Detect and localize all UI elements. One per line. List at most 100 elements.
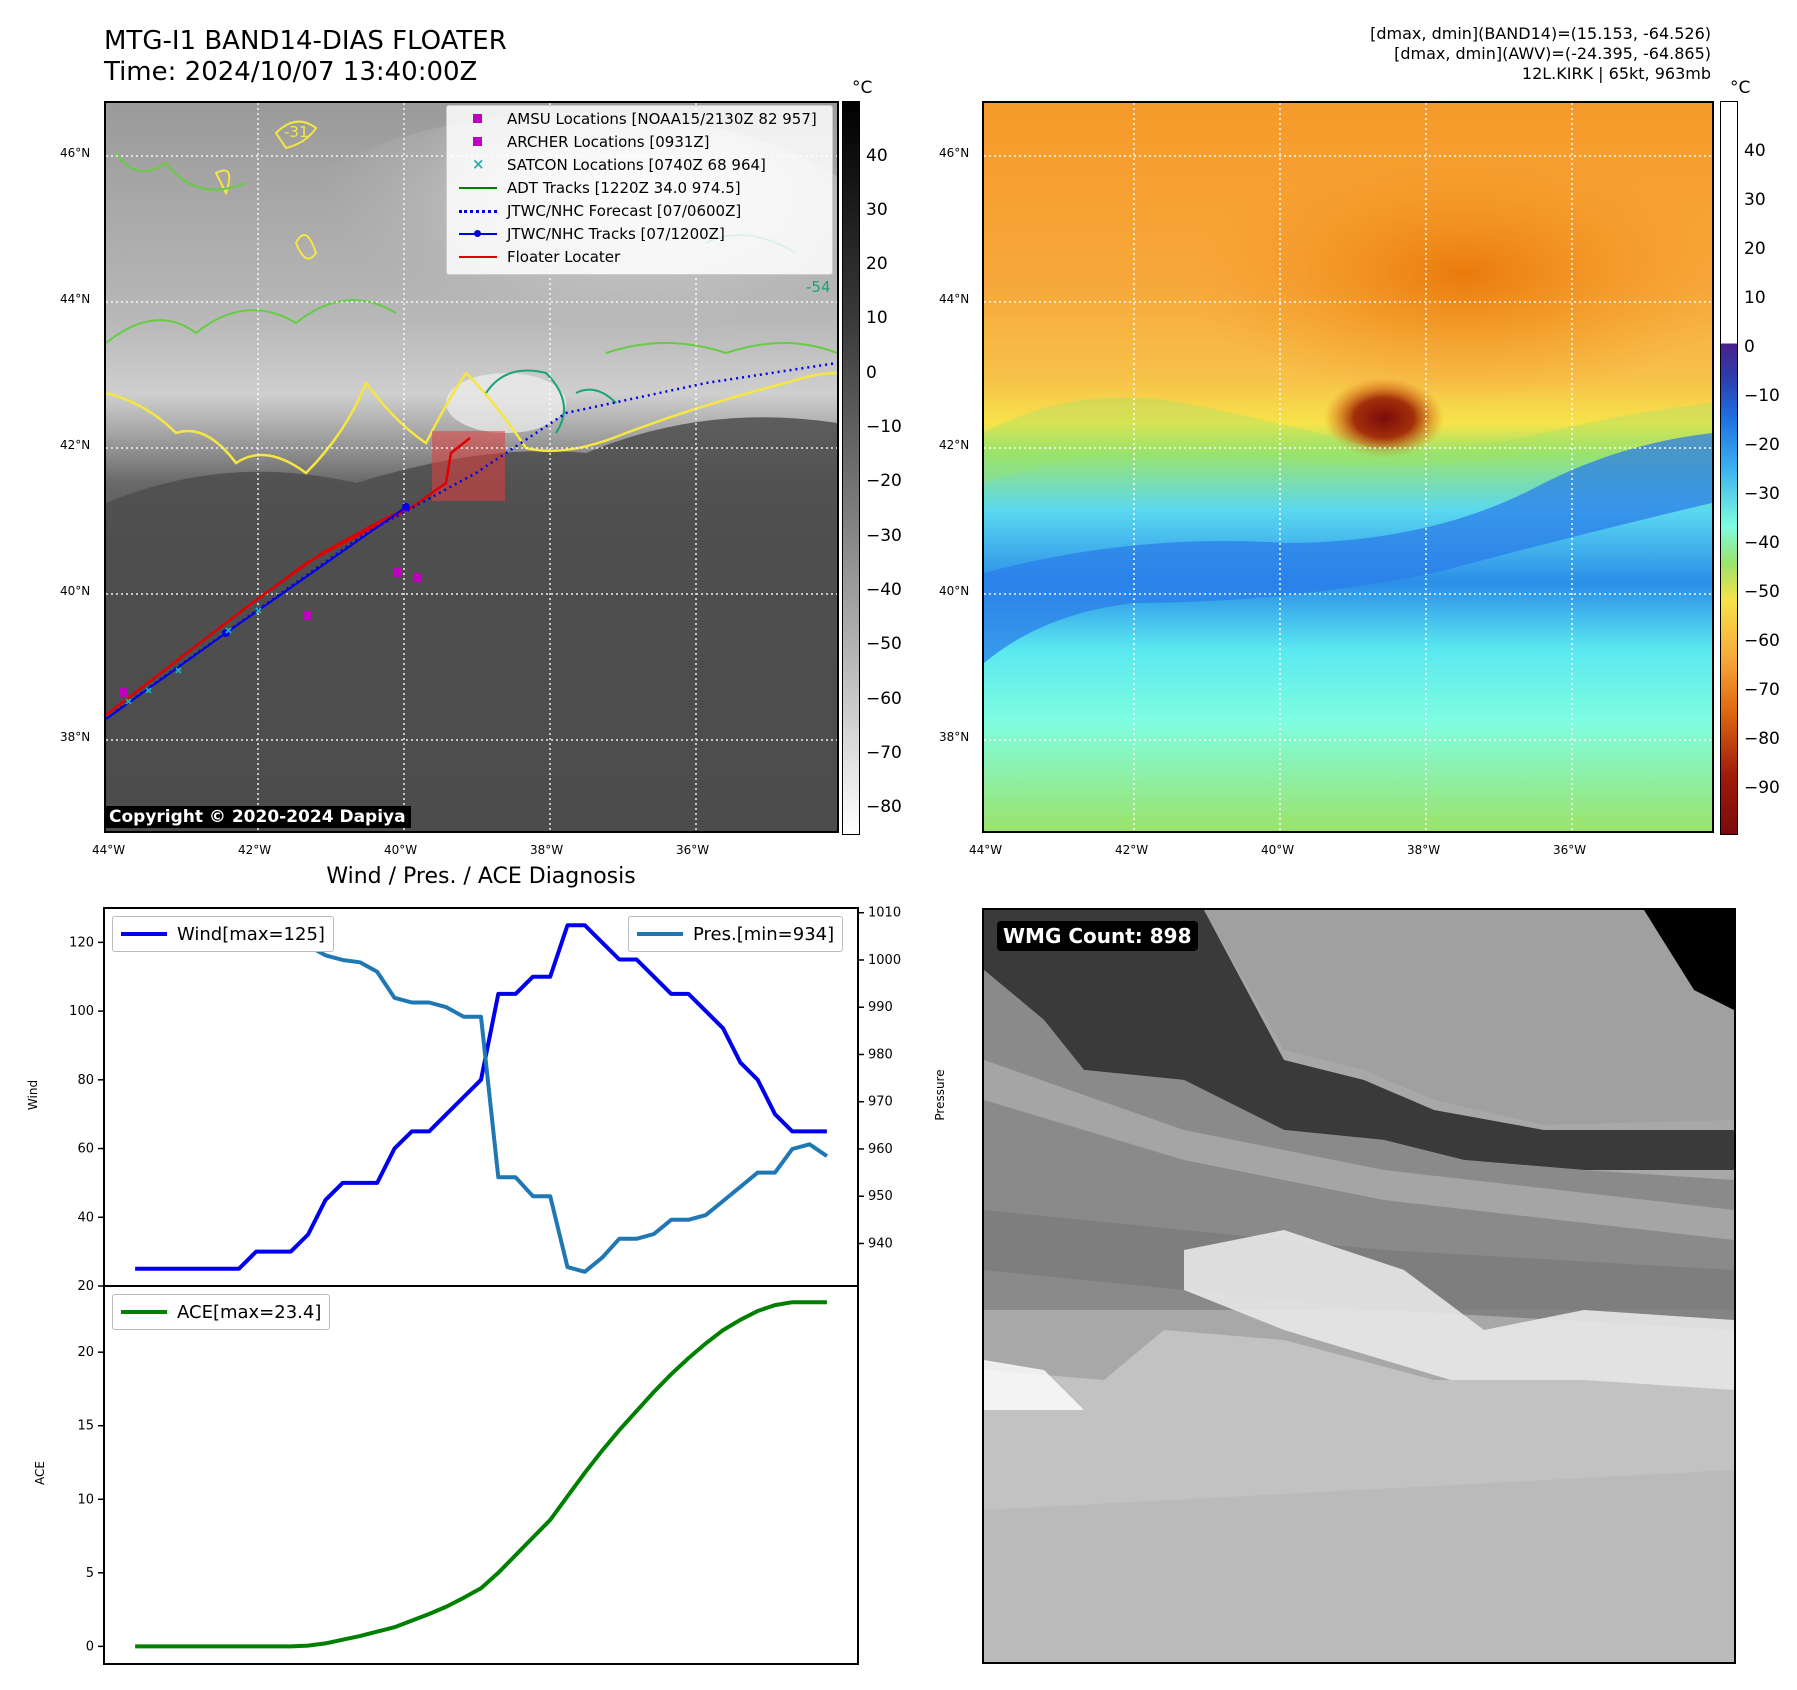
ace-tick-label: 5 <box>86 1566 94 1581</box>
info-awv: [dmax, dmin](AWV)=(-24.395, -64.865) <box>1394 44 1711 63</box>
pressure-tick-label: 940 <box>868 1236 893 1251</box>
ace-frame <box>103 1285 859 1665</box>
ccb-m40: −40 <box>1744 533 1780 553</box>
contour-label-31: -31 <box>284 123 309 141</box>
ir-lat-46: 46°N <box>60 146 91 160</box>
wmg-panel <box>982 908 1736 1664</box>
ir-lat-44: 44°N <box>60 292 91 306</box>
wmg-image <box>984 910 1734 1662</box>
awv-lat-46: 46°N <box>939 146 970 160</box>
awv-lon-38: 38°W <box>1407 843 1441 857</box>
gcb-m40: −40 <box>866 580 902 600</box>
awv-map-image <box>984 103 1712 831</box>
ace-legend: ACE[max=23.4] <box>112 1294 331 1330</box>
ace-tick-label: 15 <box>77 1419 94 1434</box>
copyright-badge: Copyright © 2020-2024 Dapiya <box>104 806 411 828</box>
map-legend: AMSU Locations [NOAA15/2130Z 82 957] ARC… <box>446 105 833 275</box>
ir-lat-40: 40°N <box>60 584 91 598</box>
ir-lon-40: 40°W <box>384 843 418 857</box>
ir-lon-42: 42°W <box>238 843 272 857</box>
ace-series-layer <box>135 1300 827 1649</box>
pressure-tick-label: 1010 <box>868 906 901 921</box>
info-storm: 12L.KIRK | 65kt, 963mb <box>1521 64 1711 83</box>
color-colorbar <box>1720 101 1738 835</box>
pressure-tick-label: 950 <box>868 1189 893 1204</box>
gcb-0: 0 <box>866 363 877 383</box>
awv-lon-36: 36°W <box>1553 843 1587 857</box>
legend-floater: Floater Locater <box>459 247 620 267</box>
pressure-tick-label: 1000 <box>868 953 901 968</box>
ccb-m60: −60 <box>1744 631 1780 651</box>
wmg-count-badge: WMG Count: 898 <box>997 921 1198 951</box>
gcb-m50: −50 <box>866 634 902 654</box>
ccb-m50: −50 <box>1744 582 1780 602</box>
ccb-10: 10 <box>1744 288 1766 308</box>
ace-tick-label: 0 <box>86 1639 94 1654</box>
ir-lon-44: 44°W <box>92 843 126 857</box>
diag-axis-layer: 2040608010012094095096097098099010001010… <box>69 906 901 1655</box>
ccb-m80: −80 <box>1744 729 1780 749</box>
ccb-40: 40 <box>1744 141 1766 161</box>
gcb-m70: −70 <box>866 743 902 763</box>
gcb-m20: −20 <box>866 471 902 491</box>
wind-tick-label: 80 <box>77 1073 94 1088</box>
wind-tick-label: 120 <box>69 935 94 950</box>
awv-lon-40: 40°W <box>1261 843 1295 857</box>
wind-tick-label: 60 <box>77 1142 94 1157</box>
ccb-m10: −10 <box>1744 386 1780 406</box>
diag-title: Wind / Pres. / ACE Diagnosis <box>326 864 636 889</box>
ccb-0: 0 <box>1744 337 1755 357</box>
legend-archer: ARCHER Locations [0931Z] <box>459 132 710 152</box>
ir-lat-42: 42°N <box>60 438 91 452</box>
ace-line <box>135 1300 827 1649</box>
wind-legend: Wind[max=125] <box>112 916 334 952</box>
figure-info: [dmax, dmin](BAND14)=(15.153, -64.526) [… <box>1370 24 1711 84</box>
awv-lat-38: 38°N <box>939 730 970 744</box>
legend-forecast: JTWC/NHC Forecast [07/0600Z] <box>459 201 741 221</box>
ccb-m90: −90 <box>1744 778 1780 798</box>
gcb-20: 20 <box>866 254 888 274</box>
ccb-m20: −20 <box>1744 435 1780 455</box>
gcb-m10: −10 <box>866 417 902 437</box>
ccb-20: 20 <box>1744 239 1766 259</box>
awv-lon-42: 42°W <box>1115 843 1149 857</box>
title-line-2: Time: 2024/10/07 13:40:00Z <box>104 57 478 87</box>
info-band14: [dmax, dmin](BAND14)=(15.153, -64.526) <box>1370 24 1711 43</box>
ir-lon-36: 36°W <box>676 843 710 857</box>
figure-title: MTG-I1 BAND14-DIAS FLOATER Time: 2024/10/… <box>104 26 507 88</box>
wind-series-layer <box>135 923 827 1271</box>
wind-pres-frame <box>103 907 859 1287</box>
gcb-30: 30 <box>866 200 888 220</box>
legend-adt: ADT Tracks [1220Z 34.0 974.5] <box>459 178 741 198</box>
wind-line <box>135 923 827 1271</box>
legend-tracks: JTWC/NHC Tracks [07/1200Z] <box>459 224 725 244</box>
title-line-1: MTG-I1 BAND14-DIAS FLOATER <box>104 26 507 56</box>
pressure-tick-label: 960 <box>868 1142 893 1157</box>
contour-label-54: -54 <box>806 278 831 296</box>
ccb-m30: −30 <box>1744 484 1780 504</box>
gcb-m80: −80 <box>866 797 902 817</box>
wind-tick-label: 20 <box>77 1279 94 1294</box>
pressure-tick-label: 970 <box>868 1095 893 1110</box>
ace-tick-label: 20 <box>77 1345 94 1360</box>
ir-lon-38: 38°W <box>530 843 564 857</box>
ccb-30: 30 <box>1744 190 1766 210</box>
pressure-line <box>135 924 829 1274</box>
awv-lon-44: 44°W <box>969 843 1003 857</box>
color-colorbar-unit: °C <box>1730 78 1751 98</box>
gcb-m60: −60 <box>866 689 902 709</box>
gcb-40: 40 <box>866 146 888 166</box>
awv-map-panel <box>982 101 1714 833</box>
ir-lat-38: 38°N <box>60 730 91 744</box>
pressure-series-layer <box>135 924 829 1274</box>
gcb-10: 10 <box>866 308 888 328</box>
ace-tick-label: 10 <box>77 1492 94 1507</box>
wind-ylabel: Wind <box>26 1079 40 1111</box>
pressure-legend: Pres.[min=934] <box>628 916 844 952</box>
ccb-m70: −70 <box>1744 680 1780 700</box>
awv-lat-42: 42°N <box>939 438 970 452</box>
wind-tick-label: 40 <box>77 1210 94 1225</box>
pressure-tick-label: 990 <box>868 1000 893 1015</box>
gcb-m30: −30 <box>866 526 902 546</box>
legend-satcon: × SATCON Locations [0740Z 68 964] <box>472 155 766 174</box>
